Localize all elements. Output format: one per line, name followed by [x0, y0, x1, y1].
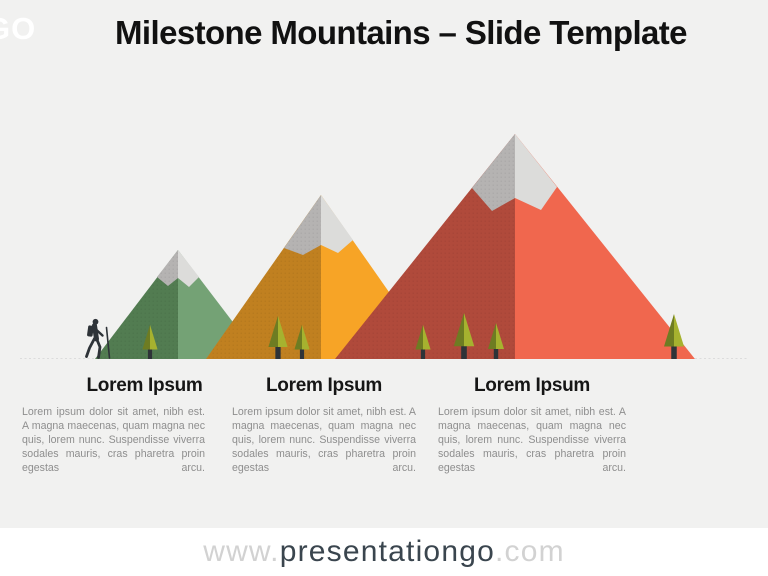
milestone-body: Lorem ipsum dolor sit amet, nibh est. A … [232, 406, 416, 474]
hiker-back-leg [85, 337, 96, 358]
presentationgo-logo: GO [0, 11, 37, 46]
mountain-green-texture [95, 250, 178, 359]
footer-watermark[interactable]: www. presentationgo .com [0, 528, 768, 576]
mountains-graphic [20, 134, 748, 359]
snowcap-red-texture [472, 134, 515, 211]
snowcap-red-right [515, 134, 557, 210]
mountain-red-right [515, 134, 695, 359]
slide: GO Milestone Mountains – Slide Template [0, 0, 768, 528]
milestone-heading: Lorem Ipsum [86, 375, 203, 396]
mountain-red-texture [335, 134, 515, 359]
snowcap-green-right [178, 250, 199, 287]
milestone-heading: Lorem Ipsum [474, 375, 590, 396]
hiker-torso [92, 323, 99, 342]
milestone-block-2: Lorem Ipsum Lorem ipsum dolor sit amet, … [232, 375, 416, 475]
milestone-body: Lorem ipsum dolor sit amet, nibh est. A … [438, 406, 626, 474]
milestone-heading: Lorem Ipsum [266, 375, 382, 396]
hiker-arm [94, 327, 104, 337]
snowcap-orange-right [321, 195, 353, 253]
footer-tld: .com [494, 535, 565, 568]
milestone-block-1: Lorem Ipsum Lorem ipsum dolor sit amet, … [22, 375, 205, 475]
milestone-block-3: Lorem Ipsum Lorem ipsum dolor sit amet, … [438, 375, 626, 475]
footer-domain: presentationgo [279, 535, 495, 568]
hiker-pole [105, 326, 111, 359]
hiker-icon [85, 318, 111, 359]
snowcap-green-texture [157, 250, 178, 286]
snowcap-orange-texture [284, 195, 321, 255]
mountain-red [335, 134, 695, 359]
milestone-body: Lorem ipsum dolor sit amet, nibh est. A … [22, 406, 205, 474]
hiker-front-leg [95, 337, 102, 359]
slide-title: Milestone Mountains – Slide Template [115, 14, 687, 51]
mountain-orange-texture [206, 195, 321, 359]
footer-www: www. [203, 535, 280, 568]
hiker-backpack [87, 325, 94, 337]
